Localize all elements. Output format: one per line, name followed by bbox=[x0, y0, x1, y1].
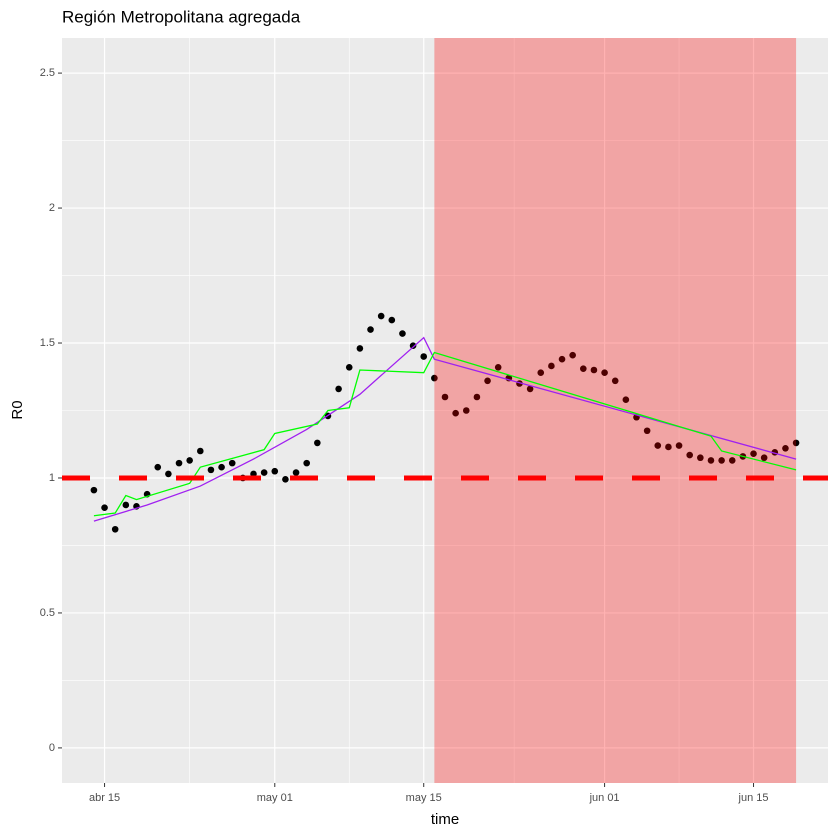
data-point bbox=[590, 366, 598, 374]
data-point bbox=[601, 369, 608, 377]
x-tick-label: abr 15 bbox=[89, 792, 120, 804]
data-point bbox=[101, 504, 108, 511]
data-point bbox=[558, 355, 566, 363]
data-point bbox=[409, 342, 417, 350]
data-point bbox=[643, 427, 651, 435]
data-point bbox=[314, 439, 321, 447]
fit-line bbox=[93, 336, 797, 522]
data-point bbox=[473, 393, 481, 401]
data-point bbox=[760, 454, 768, 462]
data-point bbox=[111, 525, 119, 533]
data-point bbox=[441, 393, 449, 401]
data-point bbox=[122, 501, 130, 509]
data-point bbox=[367, 326, 374, 333]
data-point bbox=[697, 454, 704, 462]
y-tick-label: 0 bbox=[49, 742, 55, 754]
data-point bbox=[750, 450, 757, 457]
x-tick-label: may 01 bbox=[257, 792, 293, 804]
data-point bbox=[622, 396, 630, 404]
shaded-region bbox=[434, 38, 797, 783]
x-tick-label: jun 15 bbox=[738, 792, 769, 804]
data-point bbox=[452, 409, 459, 417]
data-point bbox=[484, 377, 491, 385]
data-point bbox=[548, 362, 555, 370]
y-tick-label: 2.5 bbox=[40, 67, 55, 79]
data-point bbox=[718, 457, 725, 464]
data-point bbox=[271, 467, 279, 475]
x-tick-label: may 15 bbox=[406, 792, 442, 804]
data-point bbox=[90, 486, 98, 494]
data-point bbox=[282, 476, 289, 483]
y-axis-title: R0 bbox=[9, 400, 26, 419]
y-tick-label: 2 bbox=[49, 202, 55, 214]
data-point bbox=[707, 457, 715, 464]
data-point bbox=[675, 442, 683, 449]
data-point bbox=[728, 457, 736, 464]
data-point bbox=[399, 330, 406, 337]
data-point bbox=[420, 353, 428, 360]
data-point bbox=[207, 466, 215, 474]
y-tick-label: 0.5 bbox=[40, 607, 55, 619]
x-tick-label: jun 01 bbox=[589, 792, 620, 804]
data-point bbox=[154, 463, 162, 471]
data-point bbox=[303, 459, 310, 467]
data-point bbox=[431, 374, 438, 382]
data-point bbox=[356, 345, 364, 352]
data-point bbox=[197, 447, 204, 455]
data-point bbox=[292, 469, 300, 476]
x-axis-title: time bbox=[431, 811, 459, 828]
data-point bbox=[494, 364, 502, 371]
data-point bbox=[218, 463, 225, 471]
data-point bbox=[345, 364, 353, 371]
y-tick-label: 1.5 bbox=[40, 337, 55, 349]
data-point bbox=[665, 443, 672, 451]
data-point bbox=[792, 439, 800, 447]
data-point bbox=[686, 451, 693, 459]
fit-line bbox=[93, 351, 797, 517]
data-point bbox=[569, 351, 576, 359]
data-point bbox=[654, 442, 662, 449]
data-point bbox=[388, 316, 396, 324]
data-point bbox=[228, 459, 236, 467]
y-tick-label: 1 bbox=[49, 472, 55, 484]
data-point bbox=[335, 385, 342, 393]
data-point bbox=[260, 469, 268, 476]
data-point bbox=[782, 444, 789, 452]
data-point bbox=[526, 385, 534, 393]
data-point bbox=[165, 470, 172, 478]
data-point bbox=[377, 312, 385, 320]
data-point bbox=[537, 369, 545, 377]
data-point bbox=[580, 365, 587, 372]
data-point bbox=[175, 459, 183, 467]
data-point bbox=[186, 457, 193, 464]
data-point bbox=[462, 407, 470, 414]
data-point bbox=[611, 377, 619, 385]
chart-title: Región Metropolitana agregada bbox=[62, 7, 301, 26]
